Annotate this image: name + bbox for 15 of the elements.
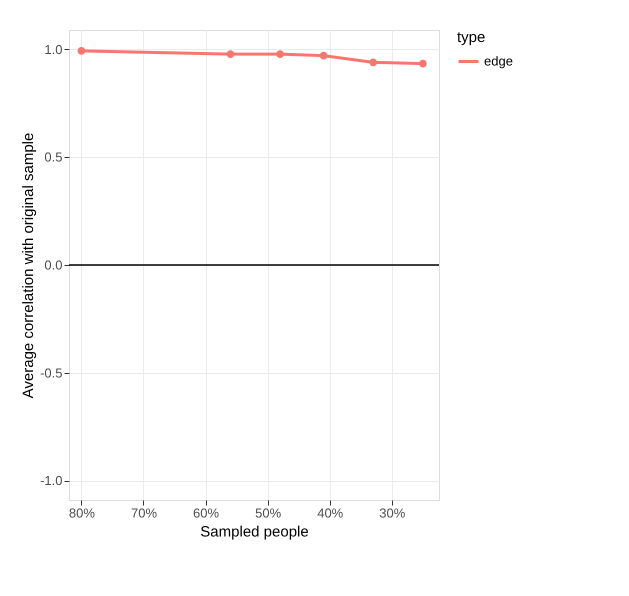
y-axis-title: Average correlation with original sample bbox=[20, 132, 38, 398]
legend-title: type bbox=[457, 29, 486, 46]
y-tick-label: -0.5 bbox=[40, 365, 62, 380]
x-axis-title: Sampled people bbox=[200, 524, 309, 540]
x-tick-label: 50% bbox=[255, 506, 282, 520]
y-tick-label: 1.0 bbox=[44, 42, 62, 57]
y-tick-label: 0.5 bbox=[44, 150, 62, 165]
y-tick-label: -1.0 bbox=[40, 473, 62, 488]
legend-label: edge bbox=[484, 54, 513, 68]
x-tick-label: 40% bbox=[317, 506, 344, 520]
x-tick-label: 30% bbox=[379, 506, 406, 520]
x-tick-label: 60% bbox=[193, 506, 220, 520]
x-tick-label: 70% bbox=[130, 506, 158, 520]
x-tick-label: 80% bbox=[68, 506, 96, 520]
y-tick-label: 0.0 bbox=[44, 258, 62, 272]
